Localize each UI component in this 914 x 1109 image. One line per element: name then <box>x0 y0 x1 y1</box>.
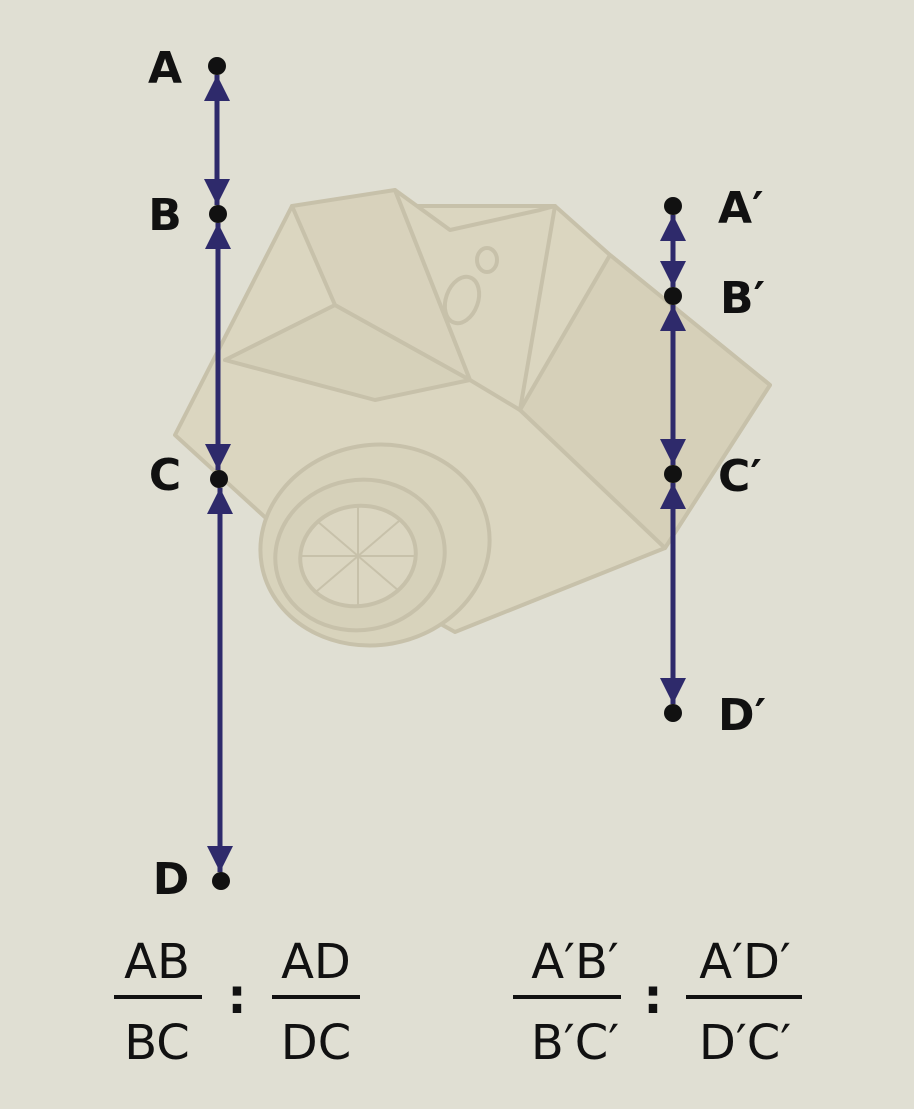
right-frac1-bar <box>513 995 621 999</box>
right-ratio: A′B′ B′C′ : A′D′ D′C′ <box>513 934 802 1071</box>
left-frac2-denominator: DC <box>281 1015 351 1071</box>
right-frac2-denominator: D′C′ <box>699 1015 791 1071</box>
left-frac1-denominator: BC <box>124 1015 190 1071</box>
left-frac2-numerator: AD <box>281 934 351 990</box>
right-frac1-numerator: A′B′ <box>531 934 619 990</box>
label-c-prime: C′ <box>718 451 762 502</box>
left-ratio: AB BC : AD DC <box>114 934 360 1071</box>
label-d-prime: D′ <box>718 690 766 741</box>
camera-icon <box>173 188 772 648</box>
right-ratio-separator: : <box>643 969 662 1025</box>
label-b-prime: B′ <box>720 273 765 324</box>
point-d <box>212 872 230 890</box>
left-segments <box>204 75 233 872</box>
left-frac2-bar <box>272 995 360 999</box>
point-d-prime <box>664 704 682 722</box>
label-b: B <box>148 190 182 241</box>
label-a-prime: A′ <box>718 183 764 234</box>
point-c <box>210 470 228 488</box>
left-points <box>208 57 230 890</box>
label-a: A <box>148 43 182 94</box>
left-frac1-numerator: AB <box>124 934 190 990</box>
right-frac2-bar <box>686 995 802 999</box>
point-a <box>208 57 226 75</box>
point-c-prime <box>664 465 682 483</box>
point-b <box>209 205 227 223</box>
right-frac2-numerator: A′D′ <box>699 934 791 990</box>
label-d: D <box>153 854 190 905</box>
left-ratio-separator: : <box>227 969 246 1025</box>
label-c: C <box>149 450 181 501</box>
right-frac1-denominator: B′C′ <box>531 1015 619 1071</box>
right-points <box>664 197 682 722</box>
left-frac1-bar <box>114 995 202 999</box>
point-b-prime <box>664 287 682 305</box>
point-a-prime <box>664 197 682 215</box>
